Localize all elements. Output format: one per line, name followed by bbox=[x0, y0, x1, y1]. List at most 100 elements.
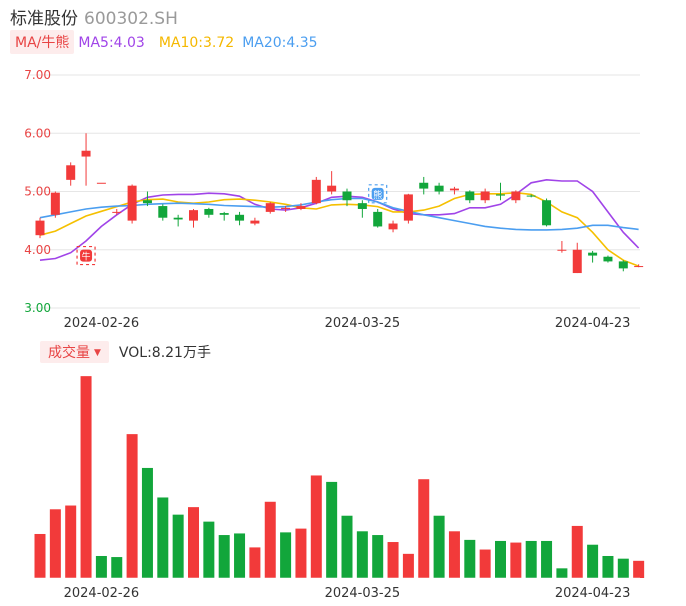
candle-body bbox=[235, 214, 245, 221]
candle bbox=[557, 241, 567, 253]
volume-bar bbox=[464, 539, 476, 578]
volume-bar bbox=[418, 479, 430, 578]
candle-body bbox=[618, 261, 628, 269]
marker-frame bbox=[368, 184, 388, 204]
volume-bar bbox=[495, 540, 506, 578]
volume-bar bbox=[556, 568, 568, 578]
candle-body bbox=[634, 266, 644, 268]
candle-body bbox=[66, 165, 76, 180]
candle bbox=[250, 217, 260, 226]
candle bbox=[81, 133, 91, 186]
volume-bar bbox=[141, 467, 153, 578]
volume-legend: 成交量 ▼ VOL:8.21万手 bbox=[40, 341, 211, 363]
marker-label: 熊 bbox=[373, 189, 382, 201]
volume-bar bbox=[617, 558, 629, 578]
candle bbox=[142, 191, 152, 207]
candle bbox=[66, 162, 76, 186]
volume-bar bbox=[218, 535, 230, 578]
volume-value: VOL:8.21万手 bbox=[118, 345, 211, 361]
x-tick-label: 2024-03-25 bbox=[325, 316, 401, 330]
candle bbox=[235, 211, 245, 226]
volume-bar bbox=[479, 549, 491, 578]
candle-body bbox=[511, 191, 521, 201]
candle bbox=[96, 182, 106, 184]
volume-bar bbox=[633, 560, 645, 578]
candle-body bbox=[296, 206, 306, 209]
volume-bar bbox=[295, 528, 307, 578]
volume-bar bbox=[387, 542, 399, 578]
y-tick-label: 6.00 bbox=[24, 126, 51, 140]
volume-bar bbox=[341, 515, 353, 578]
ma20-line bbox=[39, 197, 639, 231]
candle bbox=[127, 184, 137, 224]
volume-bar bbox=[234, 533, 246, 578]
volume-bar bbox=[571, 525, 583, 578]
candle-body bbox=[557, 249, 567, 251]
candle bbox=[449, 186, 459, 195]
candle-body bbox=[496, 194, 505, 196]
candle bbox=[465, 190, 475, 204]
marker-badge bbox=[371, 187, 384, 200]
candle-body bbox=[419, 182, 429, 189]
y-tick-label: 5.00 bbox=[24, 185, 51, 199]
candle-body bbox=[480, 191, 490, 201]
bull-marker: 牛 bbox=[76, 245, 96, 266]
candle bbox=[403, 193, 413, 224]
x-tick-label: 2024-03-25 bbox=[325, 586, 401, 601]
candle bbox=[526, 194, 536, 198]
x-tick-label: 2024-02-26 bbox=[64, 586, 140, 601]
candle bbox=[204, 207, 214, 218]
candle-body bbox=[189, 210, 198, 221]
candle-body bbox=[204, 208, 214, 215]
candle-body bbox=[173, 217, 183, 220]
candle bbox=[357, 200, 367, 218]
candle bbox=[327, 171, 337, 195]
stock-header: 标准股份 600302.SH bbox=[10, 4, 178, 29]
marker-label: 牛 bbox=[82, 251, 91, 263]
volume-bar bbox=[34, 533, 46, 578]
volume-bar bbox=[280, 532, 292, 578]
candle bbox=[603, 255, 613, 263]
price-chart[interactable]: 7.00 6.00 5.00 4.00 3.00 2024-02-26 2024-03-25… bbox=[0, 0, 686, 330]
volume-bar bbox=[372, 535, 384, 578]
volume-bar bbox=[433, 515, 445, 578]
ma-indicator-tag[interactable]: MA/牛熊 bbox=[10, 30, 75, 54]
x-tick-label: 2024-02-26 bbox=[64, 316, 140, 330]
candle bbox=[189, 208, 198, 228]
candle-body bbox=[465, 191, 475, 201]
ma5-label: MA5:4.03 bbox=[78, 35, 145, 51]
candle bbox=[542, 198, 552, 227]
stock-name: 标准股份 bbox=[10, 9, 78, 29]
bear-marker: 熊 bbox=[368, 184, 388, 204]
candle bbox=[480, 188, 490, 204]
volume-indicator-dropdown[interactable]: 成交量 ▼ bbox=[40, 341, 109, 363]
volume-bar bbox=[448, 531, 460, 578]
volume-bar bbox=[188, 507, 199, 578]
candle-body bbox=[603, 256, 613, 262]
candle-body bbox=[281, 207, 291, 209]
volume-bar bbox=[172, 514, 184, 578]
volume-bar bbox=[80, 376, 92, 578]
candle-body bbox=[327, 185, 337, 192]
candle bbox=[311, 176, 321, 205]
marker-frame bbox=[76, 245, 96, 266]
candle bbox=[434, 182, 444, 195]
candle-body bbox=[449, 188, 459, 191]
candle bbox=[342, 188, 352, 207]
candle bbox=[588, 250, 598, 263]
ma10-line bbox=[39, 191, 639, 267]
y-tick-label: 7.00 bbox=[24, 68, 51, 82]
candle-body bbox=[542, 200, 552, 226]
candle bbox=[219, 211, 229, 221]
candle-body bbox=[434, 185, 444, 192]
volume-bar bbox=[49, 509, 61, 578]
candle bbox=[373, 208, 383, 228]
ma10-label: MA10:3.72 bbox=[158, 35, 235, 51]
candle-body bbox=[311, 179, 321, 204]
candle-body bbox=[81, 150, 91, 157]
candle-body bbox=[526, 195, 536, 197]
candle-body bbox=[50, 192, 60, 215]
candle bbox=[50, 191, 60, 218]
volume-bar bbox=[541, 540, 553, 578]
candle bbox=[281, 206, 291, 212]
